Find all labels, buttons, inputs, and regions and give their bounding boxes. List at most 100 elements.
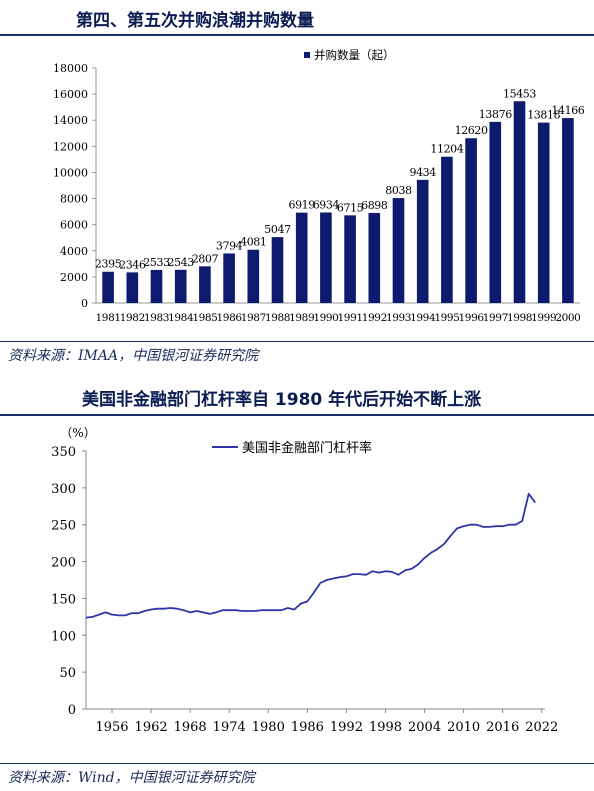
- y-tick-label: 0: [68, 703, 76, 718]
- y-tick-label: 300: [51, 482, 76, 497]
- x-tick-label: 1962: [135, 720, 168, 735]
- bar: [465, 138, 477, 303]
- bar: [295, 212, 308, 303]
- bar: [126, 272, 139, 303]
- bar: [537, 122, 550, 304]
- x-tick-label: 1999: [531, 312, 556, 324]
- chart1-bottom-rule: [0, 341, 594, 342]
- bar-value-label: 5047: [264, 223, 291, 236]
- x-tick-label: 1982: [120, 312, 145, 324]
- y-tick-label: 12000: [53, 140, 88, 153]
- bar-value-label: 13876: [479, 108, 512, 121]
- x-tick-label: 1984: [168, 312, 194, 324]
- y-tick-label: 100: [51, 629, 76, 644]
- bar: [392, 198, 405, 303]
- bar-value-label: 13818: [527, 109, 560, 122]
- x-tick-label: 2000: [555, 312, 580, 324]
- bar-value-label: 6898: [361, 199, 388, 212]
- bar-value-label: 6919: [288, 199, 315, 212]
- bar-value-label: 2543: [167, 256, 194, 269]
- series-line: [85, 492, 536, 619]
- bar: [562, 118, 574, 304]
- bar-value-label: 3794: [216, 239, 243, 252]
- bar: [489, 121, 502, 303]
- x-tick-label: 1981: [96, 312, 121, 324]
- y-tick-label: 8000: [60, 193, 88, 206]
- bar-value-label: 6715: [337, 201, 364, 214]
- bar: [368, 212, 381, 303]
- bar: [344, 215, 356, 303]
- chart2-source: 资料来源：Wind，中国银河证券研究院: [8, 770, 255, 786]
- x-tick-label: 1956: [95, 720, 128, 735]
- y-axis-unit-label: （%）: [60, 426, 95, 440]
- x-tick-label: 1992: [330, 720, 363, 735]
- x-tick-label: 1995: [434, 312, 459, 324]
- x-tick-label: 1986: [291, 720, 324, 735]
- chart2-title: 美国非金融部门杠杆率自 1980 年代后开始不断上涨: [82, 390, 482, 410]
- x-tick-label: 1996: [459, 312, 485, 324]
- bar-value-label: 9434: [409, 166, 436, 179]
- bar: [223, 253, 235, 303]
- y-tick-label: 16000: [53, 88, 88, 101]
- x-tick-label: 1983: [144, 312, 169, 324]
- chart2-title-rule: [0, 414, 594, 416]
- x-tick-label: 1980: [252, 720, 285, 735]
- bar-value-label: 11204: [430, 143, 463, 156]
- chart1-title: 第四、第五次并购浪潮并购数量: [76, 11, 314, 31]
- bar-value-label: 2533: [143, 256, 170, 269]
- x-tick-label: 1992: [362, 312, 387, 324]
- y-tick-label: 350: [51, 445, 76, 460]
- chart1-title-rule: [0, 34, 594, 36]
- x-tick-label: 1994: [410, 312, 436, 324]
- x-tick-label: 1986: [217, 312, 243, 324]
- bar-value-label: 15453: [503, 87, 536, 100]
- bar: [416, 179, 429, 303]
- x-tick-label: 1993: [386, 312, 411, 324]
- x-tick-label: 2004: [408, 720, 441, 735]
- x-tick-label: 1991: [338, 312, 363, 324]
- bar-value-label: 14166: [551, 104, 584, 117]
- x-tick-label: 2010: [447, 720, 480, 735]
- x-tick-label: 1998: [369, 720, 402, 735]
- x-tick-label: 1985: [192, 312, 217, 324]
- legend-swatch: [304, 52, 310, 58]
- bar: [199, 266, 211, 303]
- legend-label: 并购数量（起）: [314, 48, 395, 62]
- y-tick-label: 14000: [53, 114, 88, 127]
- y-tick-label: 50: [59, 666, 76, 681]
- y-tick-label: 4000: [60, 245, 88, 258]
- bar: [513, 101, 526, 303]
- y-tick-label: 0: [81, 297, 88, 310]
- bar: [320, 212, 332, 303]
- x-tick-label: 1989: [289, 312, 314, 324]
- x-tick-label: 1974: [213, 720, 246, 735]
- chart1-source: 资料来源：IMAA，中国银河证券研究院: [8, 348, 259, 364]
- x-tick-label: 1988: [265, 312, 290, 324]
- x-tick-label: 1990: [313, 312, 338, 324]
- bar-value-label: 8038: [385, 184, 412, 197]
- y-tick-label: 150: [51, 592, 76, 607]
- y-tick-label: 6000: [60, 219, 88, 232]
- line-chart: 0 50 100 150 200 250 300 350 （%） 1956 1962 1968 1974…: [51, 426, 558, 735]
- bar-value-label: 4081: [240, 236, 266, 249]
- y-tick-label: 250: [51, 519, 76, 534]
- bar-value-label: 2395: [95, 258, 122, 271]
- bar: [102, 271, 114, 303]
- bar-value-label: 2346: [119, 258, 146, 271]
- legend-label: 美国非金融部门杠杆率: [242, 440, 372, 456]
- x-tick-label: 2022: [525, 720, 558, 735]
- x-tick-label: 1998: [507, 312, 532, 324]
- bar: [441, 156, 453, 303]
- y-tick-label: 200: [51, 556, 76, 571]
- bar: [271, 237, 284, 303]
- chart2-bottom-rule: [0, 763, 594, 764]
- y-tick-label: 18000: [53, 62, 88, 75]
- y-tick-label: 10000: [53, 166, 88, 179]
- bar-chart: 0 2000 4000 6000 8000 10000 12000 14000 16000 180…: [53, 48, 585, 324]
- x-tick-label: 2016: [486, 720, 519, 735]
- bar: [174, 269, 187, 303]
- bar-value-label: 2807: [192, 252, 219, 265]
- bar: [247, 249, 260, 303]
- y-tick-label: 2000: [60, 271, 88, 284]
- x-tick-label: 1997: [483, 312, 508, 324]
